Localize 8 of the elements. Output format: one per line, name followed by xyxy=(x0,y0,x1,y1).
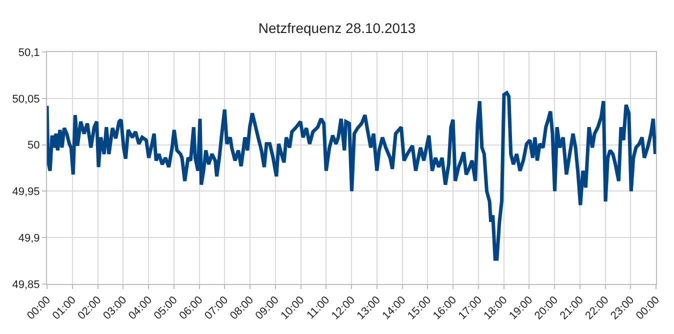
y-tick-label: 50 xyxy=(28,140,40,152)
y-tick-label: 50,1 xyxy=(18,46,40,59)
y-tick-label: 49,85 xyxy=(12,278,40,291)
chart-title: Netzfrequenz 28.10.2013 xyxy=(258,20,416,36)
y-tick-label: 50,05 xyxy=(12,93,40,106)
line-series xyxy=(47,91,656,261)
y-tick-label: 49,95 xyxy=(12,186,40,198)
y-tick-label: 49,9 xyxy=(18,232,40,244)
